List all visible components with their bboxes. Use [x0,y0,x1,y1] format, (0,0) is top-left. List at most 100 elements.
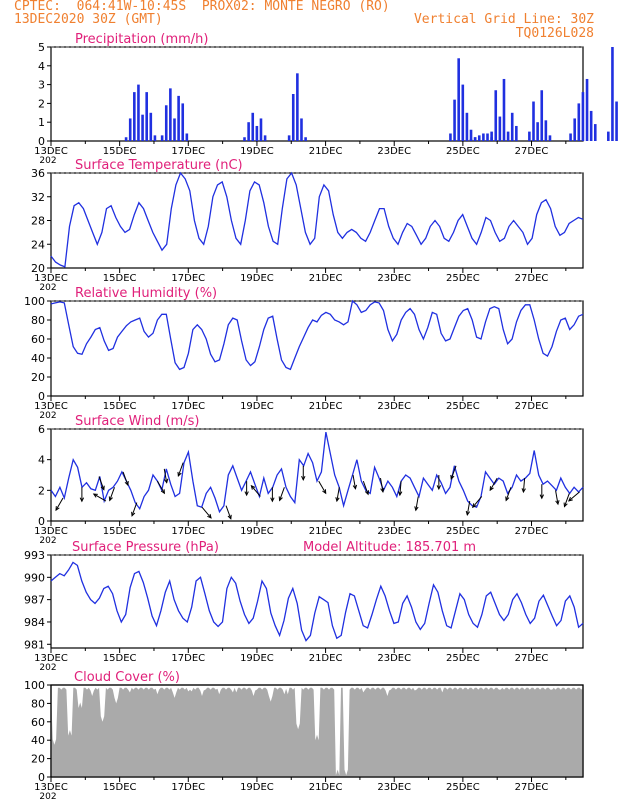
wind-arrow-head [301,475,306,481]
wind-arrow-shaft [93,493,107,502]
x-tick-label: 21DEC [309,401,343,412]
x-tick-label: 23DEC [377,526,411,537]
wind-arrow-shaft [109,487,115,501]
panel-title: Relative Humidity (%) [75,286,217,301]
wind-arrow [156,480,165,495]
x-tick-label: 13DEC [34,653,68,664]
wind-arrow [250,484,261,497]
wind-arrow-head [567,497,573,502]
series-line [50,431,584,514]
wind-arrow-shaft [472,496,483,508]
precip-bar [255,125,259,141]
x-tick-label: 13DEC [34,146,68,157]
y-tick-label: 987 [24,594,45,607]
precip-bar [506,131,510,141]
wind-arrow-shaft [380,477,384,492]
y-tick-label: 3 [38,79,45,92]
y-tick-label: 990 [24,571,45,584]
series-line [50,561,584,642]
y-tick-label: 80 [31,697,45,710]
x-tick-label: 25DEC [446,146,480,157]
panel-5: 981 984 987 990 993 13DEC 15DEC 17DEC 19DEC 21DEC… [24,540,584,673]
y-tick-label: 2 [38,97,45,110]
wind-arrow-shaft [279,487,285,501]
wind-arrow-shaft [466,500,471,515]
series-line [50,299,584,371]
wind-arrow-head [207,513,212,519]
precip-bar [536,122,539,141]
plot-frame [50,428,584,522]
precip-bar [124,137,128,141]
model-id: TQ0126L028 [515,26,594,41]
x-tick-label: 27DEC [515,401,549,412]
x-tick-label: 21DEC [309,653,343,664]
wind-arrow [567,491,580,502]
y-tick-label: 60 [31,333,45,346]
y-tick-label: 100 [24,295,45,308]
wind-arrow-shaft [98,476,105,490]
panel-title: Cloud Cover (%) [74,670,180,685]
wind-arrow [301,465,306,481]
run-date: 13DEC2020 30Z (GMT) [14,12,163,27]
precip-bar [263,135,267,141]
wind-arrow [414,496,419,512]
precip-bar [251,112,255,141]
y-tick-label: 984 [24,616,45,629]
wind-arrow-head [505,496,510,502]
x-year-label: 202 [39,411,56,421]
wind-arrow [79,487,85,503]
x-tick-label: 23DEC [377,653,411,664]
x-tick-label: 15DEC [103,273,137,284]
x-tick-label: 17DEC [171,401,205,412]
x-tick-label: 27DEC [515,526,549,537]
wind-arrow-shaft [163,468,168,483]
precip-bar [137,84,140,141]
x-tick-label: 19DEC [240,653,274,664]
x-tick-label: 19DEC [240,146,274,157]
wind-arrow-head [100,485,105,491]
wind-arrow-head [380,487,385,493]
wind-arrow [362,480,370,496]
plot-frame [50,554,584,649]
x-tick-label: 17DEC [171,146,205,157]
wind-arrow [465,500,471,516]
precip-bar [177,95,180,141]
wind-arrow [380,477,385,493]
wind-arrow [225,505,232,520]
wind-arrow-head [364,490,370,496]
x-year-label: 202 [39,156,56,166]
wind-arrow-head [521,488,526,494]
wind-arrow-head [539,494,545,500]
y-tick-label: 0 [38,771,45,784]
wind-arrow [472,496,483,509]
wind-arrow [177,462,184,477]
precip-bar [544,120,548,141]
wind-arrow-head [436,485,442,491]
precip-bar [296,73,299,141]
x-tick-label: 15DEC [103,653,137,664]
wind-arrow-head [244,491,249,497]
y-tick-label: 20 [31,262,45,275]
x-tick-label: 19DEC [240,782,274,793]
x-year-label: 202 [39,792,56,800]
wind-arrow [505,487,512,502]
wind-arrow-head [322,489,327,495]
panel-1: 0 1 2 3 4 5 13DEC 15DEC 17DEC 19DEC 21DEC 23DEC 25DE… [34,32,618,166]
x-tick-label: 25DEC [446,401,480,412]
wind-arrow-shaft [450,465,457,480]
precip-bar [482,133,485,141]
x-tick-label: 19DEC [240,273,274,284]
wind-arrow [335,487,340,503]
panel-2: 20 24 28 32 36 13DEC 15DEC 17DEC 19DEC 21DEC 23DEC… [31,158,584,293]
wind-arrow-shaft [415,496,419,511]
precip-bar [287,135,291,141]
wind-arrow [489,477,498,492]
wind-arrow-shaft [250,485,261,497]
x-year-label: 202 [39,283,56,293]
y-tick-label: 5 [38,41,45,54]
wind-arrow-head [489,486,494,492]
wind-arrow-shaft [225,505,232,519]
y-tick-label: 24 [31,238,45,251]
wind-arrow-head [278,496,283,502]
precip-bar [589,110,593,141]
